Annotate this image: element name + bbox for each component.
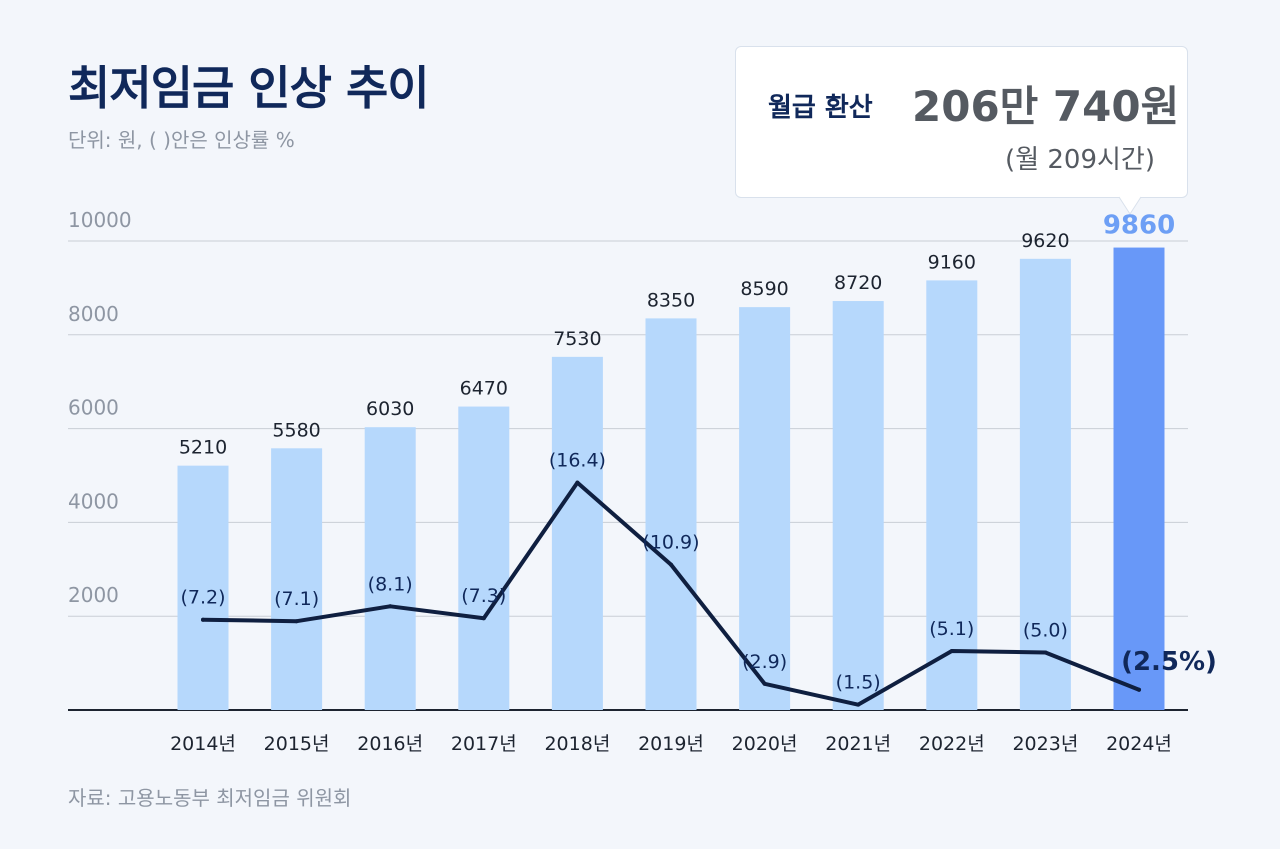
y-tick-label: 6000 bbox=[68, 396, 119, 420]
x-tick-label: 2019년 bbox=[638, 733, 704, 755]
bar-value-label: 7530 bbox=[553, 328, 601, 350]
rate-label: (1.5) bbox=[836, 672, 881, 694]
bar-2018년 bbox=[551, 356, 603, 710]
page-title: 최저임금 인상 추이 bbox=[68, 61, 430, 115]
rate-label: (7.2) bbox=[180, 587, 225, 609]
x-tick-label: 2018년 bbox=[544, 733, 610, 755]
rate-label: (7.3) bbox=[461, 585, 506, 607]
rate-point bbox=[856, 702, 861, 707]
rate-point bbox=[762, 681, 767, 686]
rate-label: (5.0) bbox=[1023, 620, 1068, 642]
bar-2024년 bbox=[1113, 247, 1165, 711]
y-tick-label: 8000 bbox=[68, 302, 119, 326]
rate-point bbox=[1043, 650, 1048, 655]
x-tick-label: 2017년 bbox=[451, 733, 517, 755]
rate-point bbox=[575, 480, 580, 485]
bar-2021년 bbox=[832, 301, 884, 710]
data-source: 자료: 고용노동부 최저임금 위원회 bbox=[68, 786, 352, 810]
rate-label: (2.5%) bbox=[1121, 647, 1217, 677]
monthly-wage-callout: 월급 환산 206만 740원 (월 209시간) bbox=[735, 46, 1188, 198]
bar-value-label: 9860 bbox=[1103, 211, 1175, 241]
rate-point bbox=[481, 616, 486, 621]
grid-lines: 2000 4000 6000 8000 10000 bbox=[68, 208, 1188, 711]
bar-value-label: 9620 bbox=[1021, 230, 1069, 252]
x-tick-label: 2021년 bbox=[825, 733, 891, 755]
bar-value-label: 9160 bbox=[928, 251, 976, 273]
bar-2015년 bbox=[271, 448, 323, 710]
bar-value-label: 8350 bbox=[647, 289, 695, 311]
bar-2016년 bbox=[364, 427, 416, 710]
rate-line bbox=[201, 480, 1141, 707]
bar-2017년 bbox=[458, 406, 510, 710]
rate-point bbox=[1137, 687, 1141, 692]
rate-label: (8.1) bbox=[368, 573, 413, 595]
x-tick-label: 2016년 bbox=[357, 733, 423, 755]
bar-2019년 bbox=[645, 318, 697, 710]
bar-2023년 bbox=[1019, 258, 1071, 710]
rate-point bbox=[949, 649, 954, 654]
y-tick-label: 2000 bbox=[68, 583, 119, 607]
rate-point bbox=[388, 604, 393, 609]
bar-value-label: 5580 bbox=[272, 419, 320, 441]
bar-2020년 bbox=[739, 307, 791, 710]
bar-value-label: 8720 bbox=[834, 272, 882, 294]
bar-value-label: 6470 bbox=[460, 378, 508, 400]
x-tick-label: 2014년 bbox=[170, 733, 236, 755]
bar-value-label: 5210 bbox=[179, 437, 227, 459]
y-tick-label: 4000 bbox=[68, 489, 119, 513]
x-tick-label: 2015년 bbox=[264, 733, 330, 755]
rate-point bbox=[669, 562, 673, 567]
rate-point bbox=[294, 619, 299, 624]
rate-label: (16.4) bbox=[549, 450, 606, 472]
rate-label: (7.1) bbox=[274, 588, 319, 610]
callout-pointer bbox=[1119, 196, 1141, 215]
rate-point bbox=[201, 617, 205, 622]
rate-label: (10.9) bbox=[642, 532, 699, 554]
x-tick-label: 2024년 bbox=[1106, 733, 1172, 755]
bar-value-label: 6030 bbox=[366, 398, 414, 420]
x-tick-label: 2023년 bbox=[1012, 733, 1078, 755]
callout-amount: 206만 740원 bbox=[912, 82, 1180, 131]
callout-label: 월급 환산 bbox=[768, 93, 873, 123]
y-tick-label: 10000 bbox=[68, 208, 132, 232]
callout-hours: (월 209시간) bbox=[1005, 145, 1155, 175]
rate-label: (2.9) bbox=[742, 651, 787, 673]
bars bbox=[177, 247, 1165, 711]
bar-2014년 bbox=[177, 465, 229, 710]
bar-value-label: 8590 bbox=[740, 278, 788, 300]
labels: 5210 2014년 5580 2015년 6030 2016년 6470 2017년 7530… bbox=[170, 211, 1217, 755]
rate-label: (5.1) bbox=[929, 618, 974, 640]
x-tick-label: 2020년 bbox=[732, 733, 798, 755]
x-tick-label: 2022년 bbox=[919, 733, 985, 755]
bar-2022년 bbox=[926, 280, 978, 710]
unit-note: 단위: 원, ( )안은 인상률 % bbox=[68, 128, 295, 152]
